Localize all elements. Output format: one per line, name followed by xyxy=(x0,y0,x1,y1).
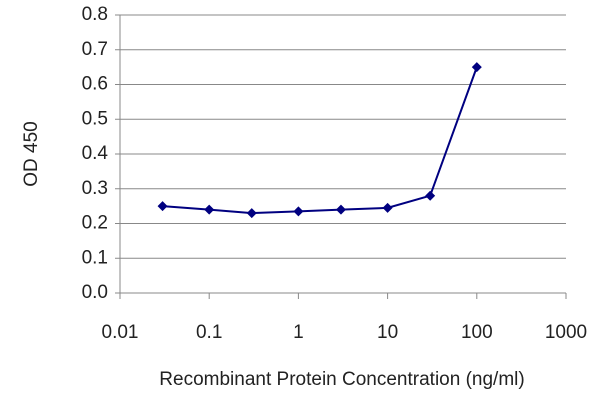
x-axis-label: Recombinant Protein Concentration (ng/ml… xyxy=(159,369,524,390)
y-tick-label: 0.5 xyxy=(82,108,108,129)
x-tick-label: 1 xyxy=(293,322,304,343)
y-tick-label: 0.1 xyxy=(82,247,108,268)
y-tick-label: 0.0 xyxy=(82,282,108,303)
y-tick-label: 0.6 xyxy=(82,74,108,95)
marker xyxy=(425,190,436,201)
y-tick-label: 0.3 xyxy=(82,178,108,199)
x-tick-label: 0.1 xyxy=(196,322,222,343)
y-tick-label: 0.7 xyxy=(82,39,108,60)
y-axis-label: OD 450 xyxy=(21,121,42,186)
y-tick-label: 0.4 xyxy=(82,143,109,164)
y-tick-label: 0.8 xyxy=(82,4,108,25)
marker xyxy=(293,206,304,217)
marker xyxy=(246,208,257,219)
marker xyxy=(204,204,215,215)
x-tick-label: 1000 xyxy=(545,322,587,343)
x-tick-label: 10 xyxy=(377,322,398,343)
marker xyxy=(471,62,482,73)
marker xyxy=(382,202,393,213)
x-tick-label: 100 xyxy=(461,322,493,343)
x-tick-label: 0.01 xyxy=(102,322,139,343)
y-tick-label: 0.2 xyxy=(82,213,108,234)
marker xyxy=(335,204,346,215)
marker xyxy=(157,201,168,212)
line xyxy=(162,66,478,215)
